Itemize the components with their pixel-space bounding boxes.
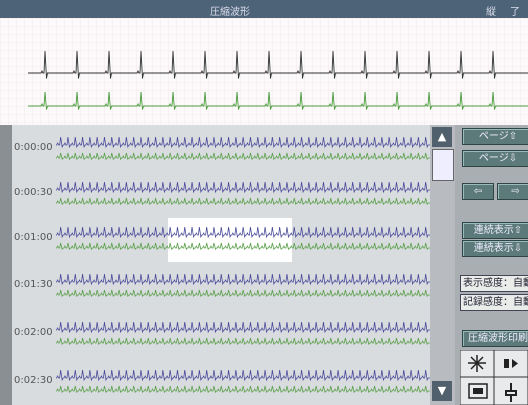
right-button[interactable]: ⇨ — [497, 183, 528, 200]
display-sensitivity[interactable]: 表示感度：自動 — [460, 275, 528, 292]
ecg-trace — [56, 273, 430, 286]
time-label: 0:02:00 — [14, 327, 53, 338]
time-label: 0:00:00 — [14, 142, 53, 153]
time-label: 0:00:30 — [14, 187, 53, 198]
continuous-down-button[interactable]: 連続表示⇩ — [462, 240, 528, 257]
left-strip — [0, 125, 12, 405]
title: 圧縮波形 — [210, 7, 250, 18]
page-down-button[interactable]: ページ⇩ — [462, 150, 528, 167]
ecg-trace — [28, 91, 528, 110]
ecg-trace — [56, 369, 430, 382]
time-label: 0:02:30 — [14, 375, 53, 386]
scroll-thumb[interactable] — [432, 149, 454, 181]
ecg-trace — [56, 152, 430, 161]
record-sensitivity[interactable]: 記録感度：自動 — [460, 294, 528, 311]
ecg-trace — [56, 226, 430, 239]
ecg-trace — [56, 242, 430, 251]
header-item[interactable]: 縦 — [486, 7, 496, 18]
ecg-trace — [56, 197, 430, 206]
scroll-up[interactable]: ▲ — [432, 127, 452, 147]
title-bar: 圧縮波形 縦 了 — [0, 0, 528, 18]
continuous-up-button[interactable]: 連続表示⇧ — [462, 222, 528, 239]
live-waveform — [0, 18, 528, 128]
header-item[interactable]: 了 — [510, 7, 520, 18]
icon-grid — [460, 350, 528, 405]
page-up-button[interactable]: ページ⇧ — [462, 128, 528, 145]
ecg-trace — [56, 289, 430, 298]
ecg-trace — [56, 321, 430, 334]
compressed-waveform — [12, 125, 430, 405]
left-button[interactable]: ⇦ — [462, 183, 494, 200]
ecg-trace — [28, 50, 528, 79]
scroll-down[interactable]: ▼ — [432, 381, 452, 401]
ecg-trace — [56, 385, 430, 394]
print-button[interactable]: 圧縮波形印刷 — [462, 330, 528, 347]
ecg-trace — [56, 181, 430, 194]
scrollbar[interactable]: ▲ ▼ — [430, 125, 455, 405]
ecg-trace — [56, 337, 430, 346]
time-label: 0:01:30 — [14, 279, 53, 290]
time-label: 0:01:00 — [14, 232, 53, 243]
ecg-trace — [56, 136, 430, 149]
